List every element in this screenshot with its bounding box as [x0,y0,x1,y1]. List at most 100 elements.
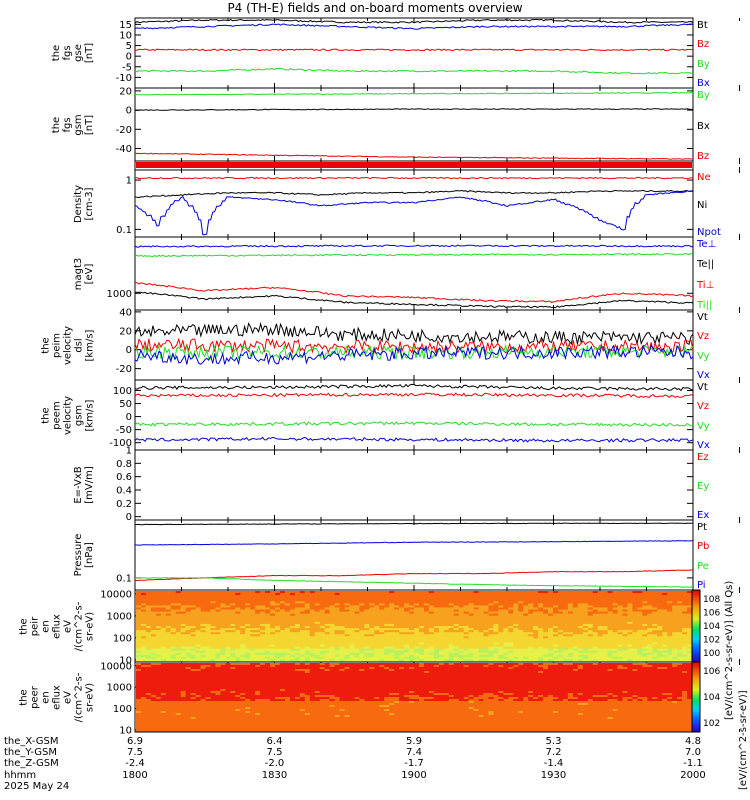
spectrogram-cell [503,648,509,652]
spectrogram-cell [294,611,301,615]
spectrogram-cell [582,603,589,606]
spectrogram-cell [205,626,211,629]
spectrogram-cell [195,617,202,621]
spectrogram-cell [448,623,455,627]
spectrogram-cell [448,617,455,621]
spectrogram-cell [145,603,152,606]
spectrogram-cell [533,640,539,643]
spectrogram-cell [508,667,514,670]
spectrogram-cell [473,617,480,621]
spectrogram-cell [284,663,291,666]
spectrogram-cell [463,658,470,662]
spectrogram-cell [150,628,157,631]
spectrogram-cell [498,640,504,643]
spectrogram-cell [483,615,489,619]
spectrogram-cell [553,669,559,672]
spectrogram-cell [359,650,365,654]
spectrogram-cell [483,609,489,613]
spectrogram-cell [667,628,673,631]
spectrogram-cell [627,609,633,613]
spectrogram-cell [602,630,609,633]
spectrogram-cell [235,665,241,668]
spectrogram-cell [538,599,544,602]
spectrogram-cell [210,628,216,631]
spectrogram-cell [329,642,336,646]
spectrogram-cell [597,654,604,658]
spectrogram-cell [399,615,405,619]
spectrogram-cell [314,613,321,617]
spectrogram-cell [657,613,663,617]
spectrogram-cell [592,640,599,643]
spectrogram-cell [627,619,633,623]
spectrogram-cell [557,646,564,650]
spectrogram-cell [612,607,619,611]
spectrogram-cell [240,621,246,625]
spectrogram-cell [602,623,609,627]
spectrogram-cell [324,656,331,660]
spectrogram-cell [404,648,410,652]
spectrogram-cell [662,613,668,617]
spectrogram-cell [235,619,241,623]
spectrogram-cell [647,669,653,672]
spectrogram-cell [404,656,410,660]
spectrogram-cell [637,632,643,635]
spectrogram-cell [493,615,499,619]
spectrogram-cell [513,638,519,641]
spectrogram-cell [140,623,147,627]
spectrogram-cell [657,667,663,670]
spectrogram-cell [275,644,281,648]
spectrogram-cell [503,636,509,639]
spectrogram-cell [538,654,544,658]
spectrogram-cell [448,658,455,662]
spectrogram-cell [140,671,147,674]
spectrogram-cell [349,593,355,596]
spectrogram-cell [215,650,221,654]
spectrogram-cell [150,607,157,611]
spectrogram-cell [270,607,276,611]
spectrogram-cell [190,630,197,633]
spectrogram-cell [250,632,256,635]
spectrogram-cell [225,626,231,629]
spectrogram-cell [493,663,499,666]
spectrogram-cell [682,667,688,670]
spectrogram-cell [458,628,465,631]
spectrogram-cell [602,615,609,619]
spectrogram-cell [170,671,177,674]
spectrogram-cell [136,646,142,650]
spectrogram-cell [637,663,643,666]
spectrogram-cell [260,630,266,633]
spectrogram-cell [533,644,539,648]
spectrogram-cell [543,613,549,617]
spectrogram-cell [394,650,400,654]
spectrogram-cell [423,603,430,606]
spectrogram-cell [637,615,643,619]
spectrogram-cell [384,613,390,617]
spectrogram-cell [468,654,475,658]
spectrogram-cell [150,597,157,600]
spectrogram-cell [294,599,301,602]
spectrogram-cell [240,644,246,648]
spectrogram-cell [463,648,470,652]
spectrogram-cell [260,632,266,635]
spectrogram-cell [483,665,489,668]
spectrogram-cell [319,611,326,615]
spectrogram-cell [384,609,390,613]
spectrogram-cell [319,667,326,670]
spectrogram-cell [289,658,296,662]
spectrogram-cell [160,663,167,666]
spectrogram-cell [289,632,296,635]
spectrogram-cell [220,663,226,666]
spectrogram-cell [324,652,331,656]
spectrogram-cell [637,644,643,648]
spectrogram-cell [235,648,241,652]
spectrogram-cell [344,652,350,656]
spectrogram-cell [195,673,202,676]
spectrogram-cell [384,636,390,639]
spectrogram-cell [145,619,152,623]
spectrogram-cell [200,646,206,650]
spectrogram-cell [279,609,286,613]
spectrogram-cell [533,611,539,615]
spectrogram-cell [369,667,375,670]
spectrogram-cell [513,648,519,652]
spectrogram-cell [359,595,365,598]
